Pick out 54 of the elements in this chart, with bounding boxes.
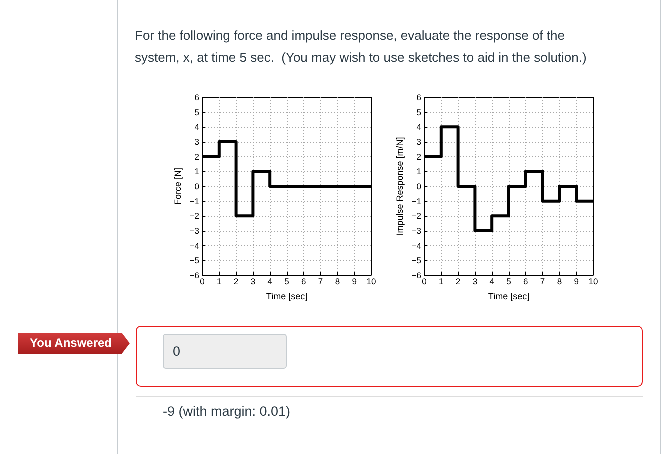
x-tick-label: 4: [268, 276, 273, 286]
x-tick-label: 10: [588, 276, 598, 286]
x-tick-label: 9: [352, 276, 358, 286]
y-tick-label: −3: [190, 226, 200, 236]
y-tick-label: 3: [416, 137, 422, 147]
x-tick-label: 2: [234, 276, 239, 286]
y-tick-label: 1: [416, 166, 422, 177]
text: -9 (with margin: 0.01): [163, 403, 291, 421]
y-tick-label: −6: [412, 270, 422, 280]
x-tick-label: 6: [302, 276, 307, 286]
x-tick-label: 6: [524, 276, 529, 286]
x-tick-label: 3: [250, 276, 256, 286]
y-tick-label: −2: [190, 211, 200, 222]
y-tick-label: 4: [416, 122, 422, 132]
y-tick-label: 3: [194, 137, 200, 147]
x-tick-label: 2: [456, 276, 461, 286]
x-tick-label: 9: [574, 276, 580, 286]
x-tick-label: 8: [557, 276, 562, 286]
x-tick-label: 1: [217, 276, 222, 286]
y-tick-label: −1: [412, 196, 422, 206]
y-tick-label: 6: [416, 92, 422, 102]
x-axis-title: Time [sec]: [266, 292, 308, 302]
x-tick-label: 10: [366, 276, 376, 286]
y-tick-label: 0: [194, 182, 200, 192]
x-tick-label: 1: [439, 276, 444, 286]
y-tick-label: 5: [194, 107, 200, 118]
x-tick-label: 5: [506, 276, 512, 286]
y-tick-label: 5: [416, 107, 422, 118]
y-tick-label: 6: [194, 92, 200, 102]
x-tick-label: 8: [335, 276, 340, 286]
y-tick-label: 2: [194, 152, 200, 162]
y-axis-title: Impulse Response [m/N]: [394, 137, 405, 236]
y-tick-label: −5: [190, 256, 200, 266]
y-tick-label: −5: [412, 256, 422, 266]
x-axis-title: Time [sec]: [488, 292, 530, 302]
y-axis-title: Force [N]: [172, 168, 183, 206]
y-tick-label: −3: [412, 226, 422, 236]
y-tick-label: −6: [190, 270, 200, 280]
x-tick-label: 4: [490, 276, 495, 286]
x-tick-label: 3: [472, 276, 478, 286]
y-tick-label: −2: [412, 211, 422, 222]
y-tick-label: 0: [416, 182, 422, 192]
text: 0: [163, 334, 287, 369]
chart-title: For the following force and impulse response, evaluate the response of the system, x, at time 5 sec. (You may wish to use sketches to aid in the solution.): [135, 27, 588, 67]
y-tick-label: −4: [190, 240, 200, 251]
x-tick-label: 5: [284, 276, 290, 286]
y-tick-label: −4: [412, 240, 422, 251]
x-tick-label: 7: [540, 276, 546, 286]
y-tick-label: 1: [194, 166, 200, 177]
y-tick-label: 4: [194, 122, 200, 132]
y-tick-label: −1: [190, 196, 200, 206]
y-tick-label: 2: [416, 152, 422, 162]
x-tick-label: 7: [318, 276, 324, 286]
text: You Answered: [18, 333, 130, 354]
